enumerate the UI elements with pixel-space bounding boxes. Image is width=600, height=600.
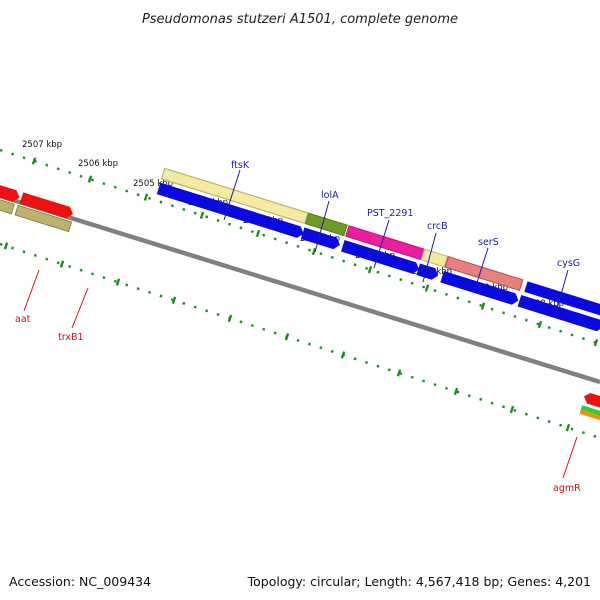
inner-tick-5 (284, 333, 290, 341)
outer-tick-1 (87, 175, 93, 183)
label-cysG: cysG (557, 258, 580, 269)
outer-tick-2 (143, 193, 149, 201)
outer-tick-0 (31, 157, 37, 165)
scale-label-2507: 2507 kbp (22, 140, 62, 150)
label-serS: serS (478, 237, 499, 248)
cds-crcB (416, 263, 439, 280)
inner-tick-0 (3, 242, 9, 250)
inner-tick-10 (565, 423, 571, 432)
cds-PST_2291 (341, 240, 420, 274)
label-aat: aat (15, 314, 31, 325)
gene-trxB1-a (0, 191, 15, 215)
leader-agmR (562, 436, 578, 479)
top-strand-features (156, 167, 600, 332)
label-lolA: lolA (321, 190, 339, 201)
leader-crcB (422, 232, 437, 283)
label-ftsK: ftsK (231, 160, 250, 171)
leader-lolA (314, 200, 330, 253)
label-trxB1: trxB1 (58, 332, 84, 343)
outer-tick-6 (367, 265, 373, 274)
gene-left-3 (19, 192, 74, 219)
leader-trxB1 (71, 287, 89, 329)
leader-ftsK (223, 169, 241, 221)
outer-tick-7 (424, 284, 430, 292)
inner-tick-8 (453, 387, 459, 396)
bottom-strand-features-right (579, 393, 600, 425)
gene-agmR-orange (579, 409, 600, 425)
inner-scale-ticks (3, 242, 571, 432)
label-agmR: agmR (553, 483, 581, 494)
leader-cysG (554, 269, 569, 317)
cds-ftsK (156, 182, 304, 238)
inner-tick-9 (509, 405, 515, 414)
gene-agmR-green (580, 405, 600, 421)
inner-tick-3 (171, 296, 177, 304)
gene-left-2 (0, 180, 20, 202)
inner-tick-1 (59, 260, 65, 268)
inner-tick-2 (115, 278, 121, 286)
scale-label-2506: 2506 kbp (78, 159, 118, 169)
topology-summary: Topology: circular; Length: 4,567,418 bp… (247, 574, 591, 589)
outer-tick-10 (593, 339, 599, 347)
outer-tick-3 (199, 211, 205, 219)
gene-trxB1-b (14, 204, 73, 233)
cds-serS (440, 270, 519, 305)
label-PST_2291: PST_2291 (367, 208, 414, 219)
outer-tick-4 (255, 229, 261, 238)
genome-backbone (0, 193, 600, 385)
outer-tick-8 (480, 302, 486, 310)
inner-tick-6 (340, 351, 346, 359)
outer-tick-5 (311, 247, 317, 256)
leader-PST_2291 (373, 219, 390, 269)
inner-tick-7 (396, 369, 402, 377)
outer-scale-ticks (31, 157, 599, 347)
map-title: Pseudomonas stutzeri A1501, complete gen… (142, 12, 458, 27)
gene-lolA (305, 212, 348, 237)
gene-agmR-red (583, 393, 600, 414)
cds-lolA (300, 227, 340, 250)
inner-scale-ring (0, 242, 600, 440)
cds-cysG-2 (517, 295, 600, 332)
leader-serS (473, 247, 489, 293)
outer-tick-9 (537, 320, 543, 329)
cds-cysG (524, 281, 600, 318)
leader-aat (23, 269, 40, 312)
bottom-strand-features-left (0, 180, 74, 233)
gene-serS (444, 256, 524, 291)
inner-tick-4 (227, 314, 233, 323)
accession-text: Accession: NC_009434 (9, 574, 151, 589)
scale-label-2505: 2505 kbp (133, 179, 173, 189)
gene-ftsK (160, 167, 309, 225)
gene-PST_2291 (345, 225, 425, 261)
label-crcB: crcB (427, 221, 448, 232)
gene-crcB (420, 248, 449, 268)
